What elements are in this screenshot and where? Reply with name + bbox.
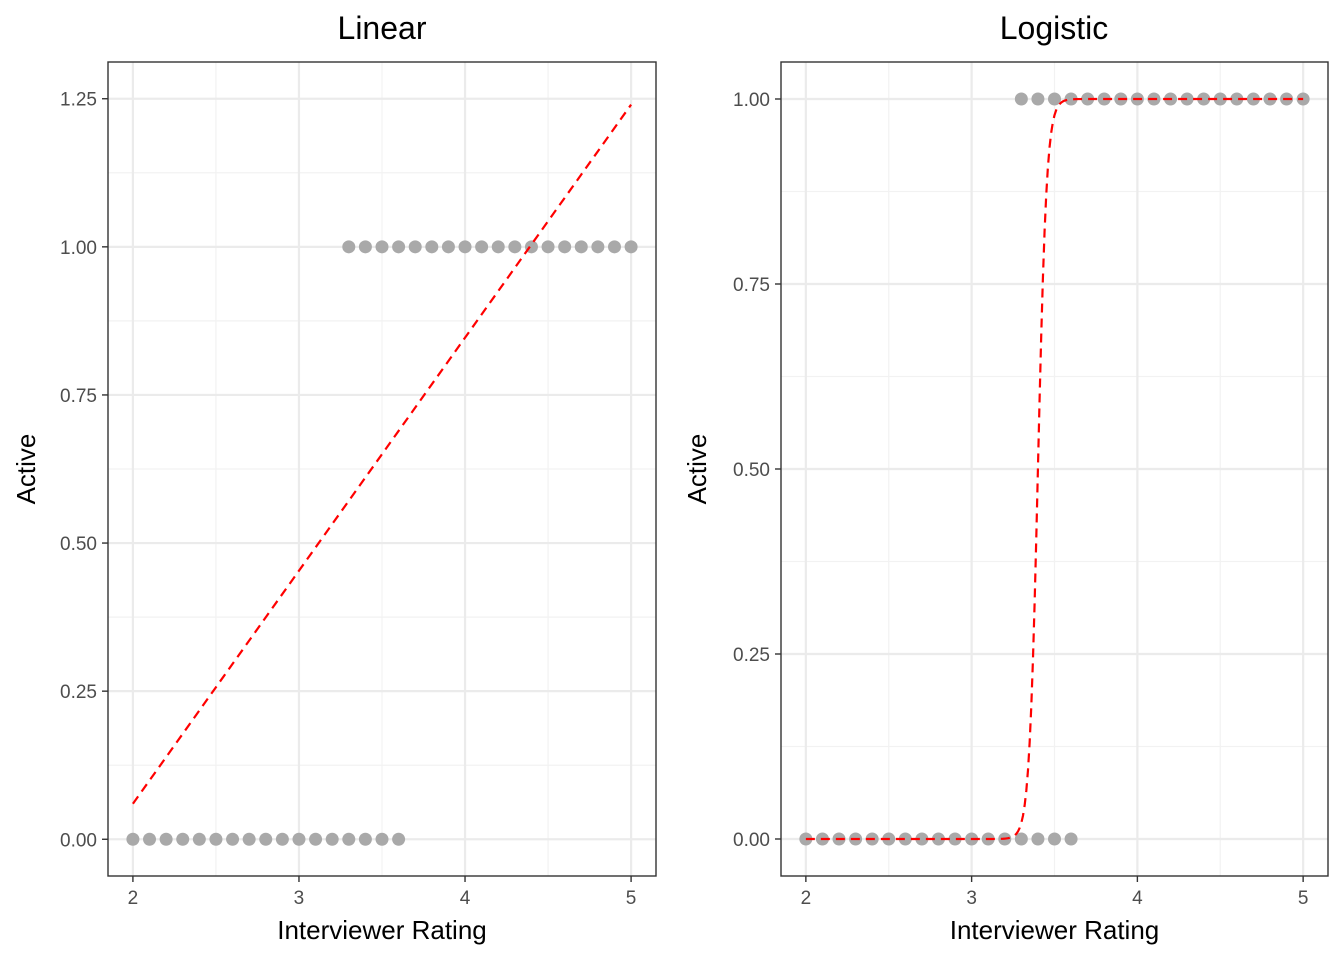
data-point <box>441 240 455 254</box>
data-point <box>508 240 522 254</box>
fit-line <box>132 104 632 805</box>
data-point <box>159 832 173 846</box>
x-tick-label: 3 <box>966 888 977 909</box>
data-point <box>143 832 157 846</box>
data-point <box>1014 832 1028 846</box>
data-point <box>325 832 339 846</box>
x-axis-title: Interviewer Rating <box>277 915 487 945</box>
y-axis-title: Active <box>11 434 41 505</box>
data-point <box>1064 92 1078 106</box>
data-point <box>458 240 472 254</box>
data-point <box>425 240 439 254</box>
data-point <box>209 832 223 846</box>
data-point <box>292 832 306 846</box>
data-point <box>392 832 406 846</box>
y-tick-label: 0.75 <box>60 386 97 407</box>
data-point <box>242 832 256 846</box>
x-axis-title: Interviewer Rating <box>950 915 1160 945</box>
data-point <box>126 832 140 846</box>
data-point <box>358 240 372 254</box>
chart-panel-0: 2 3 4 5 0.00 0.25 0.50 0.75 1.00 1.25 Linear Interv… <box>11 10 657 945</box>
data-point <box>1048 92 1061 106</box>
data-point <box>1014 92 1028 106</box>
data-point <box>309 832 323 846</box>
panel-title: Logistic <box>1000 10 1109 46</box>
data-point <box>192 832 206 846</box>
x-tick-label: 3 <box>294 888 305 909</box>
chart-panel-1: 2 3 4 5 0.00 0.25 0.50 0.75 1.00 Logistic Intervie… <box>682 10 1329 945</box>
data-point <box>591 240 605 254</box>
data-point <box>574 240 588 254</box>
data-point <box>624 240 638 254</box>
y-axis-title: Active <box>682 434 712 505</box>
panel-title: Linear <box>338 10 427 46</box>
data-point <box>342 832 356 846</box>
data-point <box>275 832 289 846</box>
y-tick-label: 0.25 <box>60 682 97 703</box>
data-point <box>176 832 190 846</box>
data-point <box>392 240 406 254</box>
y-tick-label: 1.00 <box>60 238 97 259</box>
data-point <box>491 240 505 254</box>
data-point <box>375 240 389 254</box>
y-tick-label: 1.25 <box>60 90 97 111</box>
data-point <box>1213 92 1227 106</box>
data-point <box>259 832 273 846</box>
data-point <box>1048 832 1061 846</box>
x-tick-label: 2 <box>801 888 812 909</box>
data-point <box>408 240 422 254</box>
data-point <box>607 240 621 254</box>
data-point <box>1180 92 1194 106</box>
y-tick-label: 0.75 <box>733 275 770 296</box>
x-tick-label: 4 <box>460 888 471 909</box>
x-tick-label: 5 <box>1298 888 1309 909</box>
y-tick-label: 0.00 <box>733 830 770 851</box>
data-point <box>342 240 356 254</box>
data-point <box>358 832 372 846</box>
panel-border <box>107 61 657 877</box>
data-point <box>898 832 912 846</box>
y-tick-label: 1.00 <box>733 90 770 111</box>
data-point <box>1081 92 1095 106</box>
data-point <box>1031 92 1045 106</box>
y-tick-label: 0.50 <box>60 534 97 555</box>
data-point <box>931 832 945 846</box>
data-point <box>226 832 240 846</box>
y-tick-label: 0.00 <box>60 830 97 851</box>
data-point <box>475 240 489 254</box>
data-point <box>915 832 929 846</box>
data-point <box>1031 832 1045 846</box>
data-point <box>1230 92 1244 106</box>
y-tick-label: 0.25 <box>733 645 770 666</box>
data-point <box>948 832 962 846</box>
data-point <box>558 240 572 254</box>
fit-curve <box>805 97 1304 841</box>
x-tick-label: 2 <box>128 888 139 909</box>
data-point <box>1197 92 1211 106</box>
data-point <box>1064 832 1078 846</box>
x-tick-label: 5 <box>626 888 637 909</box>
x-tick-label: 4 <box>1132 888 1143 909</box>
data-point <box>375 832 389 846</box>
y-tick-label: 0.50 <box>733 460 770 481</box>
data-point <box>541 240 555 254</box>
